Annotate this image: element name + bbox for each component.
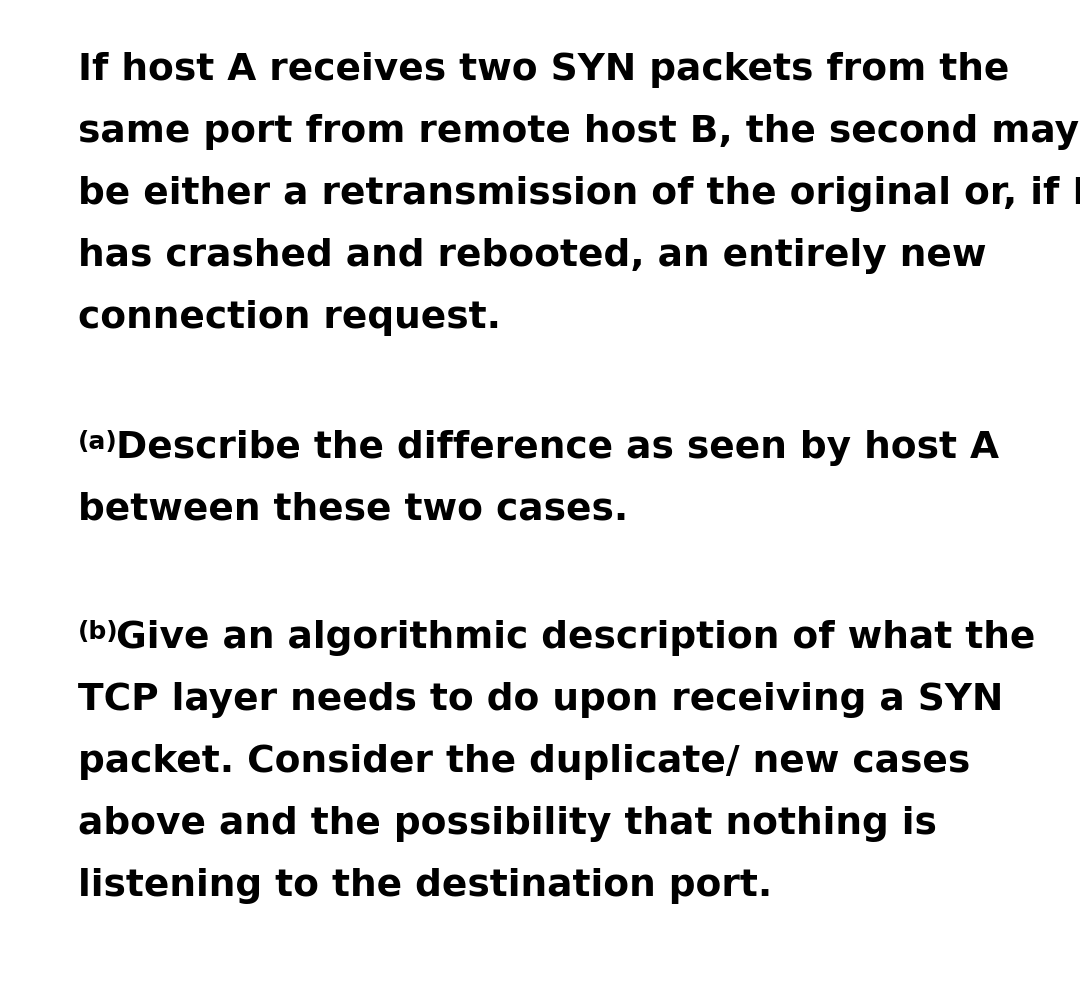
Text: be either a retransmission of the original or, if B: be either a retransmission of the origin… — [78, 176, 1080, 212]
Text: has crashed and rebooted, an entirely new: has crashed and rebooted, an entirely ne… — [78, 238, 986, 274]
Text: If host A receives two SYN packets from the: If host A receives two SYN packets from … — [78, 52, 1010, 88]
Text: above and the possibility that nothing is: above and the possibility that nothing i… — [78, 806, 936, 842]
Text: same port from remote host B, the second may: same port from remote host B, the second… — [78, 114, 1079, 150]
Text: (b): (b) — [78, 620, 119, 644]
Text: connection request.: connection request. — [78, 300, 501, 336]
Text: packet. Consider the duplicate/ new cases: packet. Consider the duplicate/ new case… — [78, 744, 970, 780]
Text: (a): (a) — [78, 430, 118, 454]
Text: listening to the destination port.: listening to the destination port. — [78, 868, 772, 904]
Text: between these two cases.: between these two cases. — [78, 492, 629, 528]
Text: Give an algorithmic description of what the: Give an algorithmic description of what … — [116, 620, 1036, 656]
Text: Describe the difference as seen by host A: Describe the difference as seen by host … — [116, 430, 999, 466]
Text: TCP layer needs to do upon receiving a SYN: TCP layer needs to do upon receiving a S… — [78, 682, 1003, 718]
